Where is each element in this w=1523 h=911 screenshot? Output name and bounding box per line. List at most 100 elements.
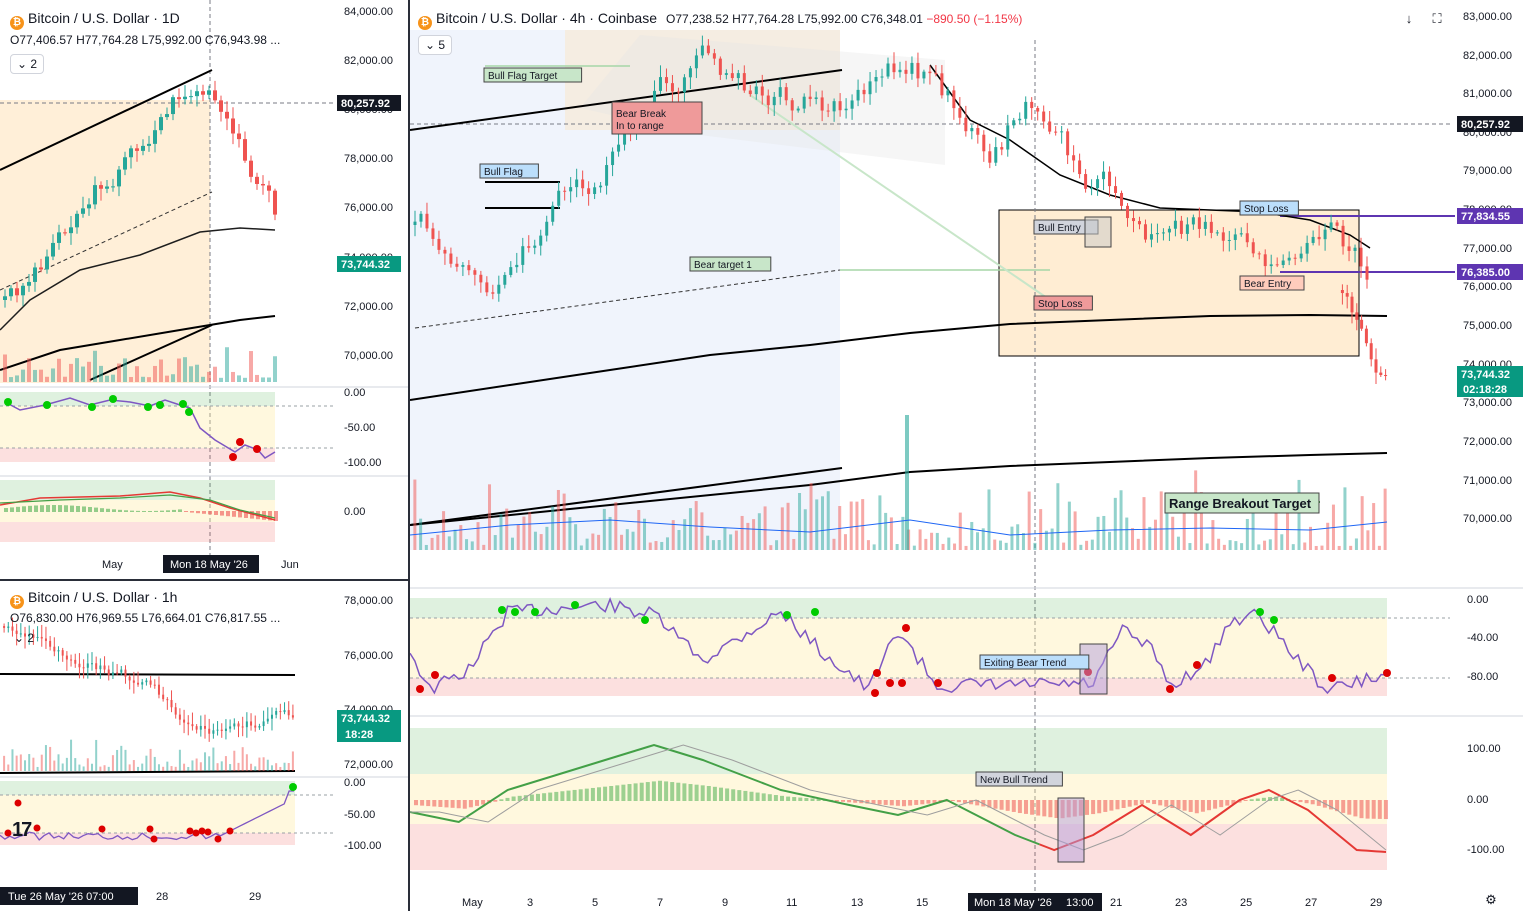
main-osc-bar [432, 800, 437, 807]
main-label-bear-entry: Bear Entry [1244, 279, 1291, 290]
main-label-bear-target: Bear target 1 [694, 260, 752, 271]
main-volume-bar [1131, 528, 1135, 550]
main-ma-short [929, 64, 1371, 249]
main-candle [736, 73, 740, 79]
daily-candle [201, 91, 205, 95]
main-volume-bar [1320, 545, 1324, 550]
hourly-volume-bar [65, 757, 68, 771]
fullscreen-icon[interactable]: ⛶ [1432, 11, 1442, 26]
daily-volume-bar [69, 363, 73, 382]
main-title: Bitcoin / U.S. Dollar · 4h · Coinbase [436, 10, 657, 26]
main-volume-bar [958, 512, 962, 550]
hourly-candle [111, 672, 114, 676]
main-osc-line-red [1039, 788, 1387, 853]
daily-osc-bar [232, 511, 236, 517]
pane-separator-horizontal[interactable] [0, 579, 408, 581]
main-candle [964, 117, 968, 132]
main-candle [1233, 234, 1237, 240]
pane-separator-vertical[interactable] [408, 0, 410, 911]
hourly-candle [241, 726, 244, 728]
main-chart-pane[interactable]: Bull Flag Target Bull Flag Bear Break In to… [410, 0, 1523, 911]
hourly-candle [199, 725, 202, 730]
daily-volume-bar [87, 361, 91, 382]
main-candle [826, 110, 830, 112]
main-volume-bar [539, 534, 543, 550]
main-osc-bar [749, 791, 754, 801]
daily-price-tick: 82,000.00 [344, 55, 393, 67]
daily-rsi-tick: -50.00 [344, 422, 375, 434]
daily-candle [165, 114, 169, 118]
hourly-volume-bar [19, 754, 22, 771]
main-rsi-zone-bot [410, 678, 1387, 696]
hourly-candle [291, 715, 294, 718]
main-trendline-mid [414, 269, 841, 329]
main-candle [419, 213, 423, 222]
main-candle [1299, 253, 1303, 259]
main-candle [1365, 266, 1369, 280]
main-indicator-count: 5 [438, 38, 446, 52]
main-osc-zone-top [410, 728, 1387, 774]
daily-chart-pane[interactable]: 84,000.0082,000.0080,000.0078,000.0076,0… [0, 0, 408, 579]
main-projection-line [749, 94, 1051, 301]
main-candle [898, 69, 902, 73]
hourly-x-cursor-bg [0, 887, 138, 905]
daily-volume-bar [213, 366, 217, 382]
daily-price-tick: 76,000.00 [344, 202, 393, 214]
main-volume-bar [459, 525, 463, 550]
daily-candle [117, 169, 121, 187]
main-osc-bar [712, 786, 717, 801]
hourly-chart-canvas[interactable]: 78,000.0076,000.0074,000.0072,000.0073,7… [0, 581, 408, 911]
main-osc-line-green [410, 743, 1040, 846]
hourly-candle [74, 659, 77, 664]
main-volume-bar [1354, 538, 1358, 550]
main-volume-bar [516, 524, 520, 550]
daily-chart-canvas[interactable]: 84,000.0082,000.0080,000.0078,000.0076,0… [0, 0, 408, 579]
hourly-candle [153, 684, 156, 686]
gear-icon[interactable]: ⚙ [1485, 892, 1497, 907]
download-arrow-icon[interactable]: ↓ [1405, 11, 1413, 26]
main-osc-bar [1121, 800, 1126, 808]
daily-osc-bar [214, 511, 218, 515]
daily-rsi-bull-dot [156, 401, 164, 409]
daily-price-tag-level-bg [337, 95, 401, 111]
main-volume-bar [442, 511, 446, 550]
main-label-new-bull-box [975, 771, 1063, 787]
main-volume-ma [410, 519, 1388, 536]
main-volume-bar [1056, 483, 1060, 550]
daily-osc-bar [226, 511, 230, 517]
daily-volume-bar [45, 376, 49, 382]
daily-osc-bar [178, 509, 182, 512]
daily-rsi-line [4, 397, 276, 459]
hourly-volume-bar [153, 756, 156, 771]
hourly-volume-bar [258, 757, 261, 771]
hourly-more[interactable]: ... [270, 611, 281, 625]
main-volume-bar [591, 533, 595, 550]
daily-close: C76,943.98 [204, 33, 267, 47]
tradingview-logo-icon[interactable]: 17 [12, 819, 32, 841]
main-volume-bar [1314, 545, 1318, 550]
daily-candle [45, 256, 49, 270]
daily-more[interactable]: ... [270, 33, 281, 47]
main-volume-bar [631, 531, 635, 550]
main-osc-bar [1316, 800, 1321, 806]
main-candle [413, 221, 417, 225]
main-x-tick: May [462, 897, 483, 909]
main-price-tick: 81,000.00 [1463, 88, 1512, 100]
main-indicator-toggle[interactable]: ⌄ 5 [418, 35, 453, 55]
hourly-chart-pane[interactable]: 78,000.0076,000.0074,000.0072,000.0073,7… [0, 581, 408, 911]
hourly-indicator-toggle[interactable]: ⌄ 2 [14, 631, 34, 645]
main-volume-bar [1073, 511, 1077, 550]
hourly-candle [157, 684, 160, 695]
main-volume-bar [1090, 539, 1094, 550]
hourly-candle [166, 699, 169, 701]
hourly-volume-bar [49, 746, 52, 771]
daily-indicator-toggle[interactable]: ⌄ 2 [10, 54, 45, 74]
main-candle [1143, 224, 1147, 240]
daily-price-tick: 84,000.00 [344, 6, 393, 18]
main-volume-bar [1136, 538, 1140, 550]
main-osc-bar [584, 788, 589, 801]
main-candle [790, 100, 794, 111]
main-volume-bar [602, 508, 606, 550]
hourly-volume-bar [141, 763, 144, 771]
